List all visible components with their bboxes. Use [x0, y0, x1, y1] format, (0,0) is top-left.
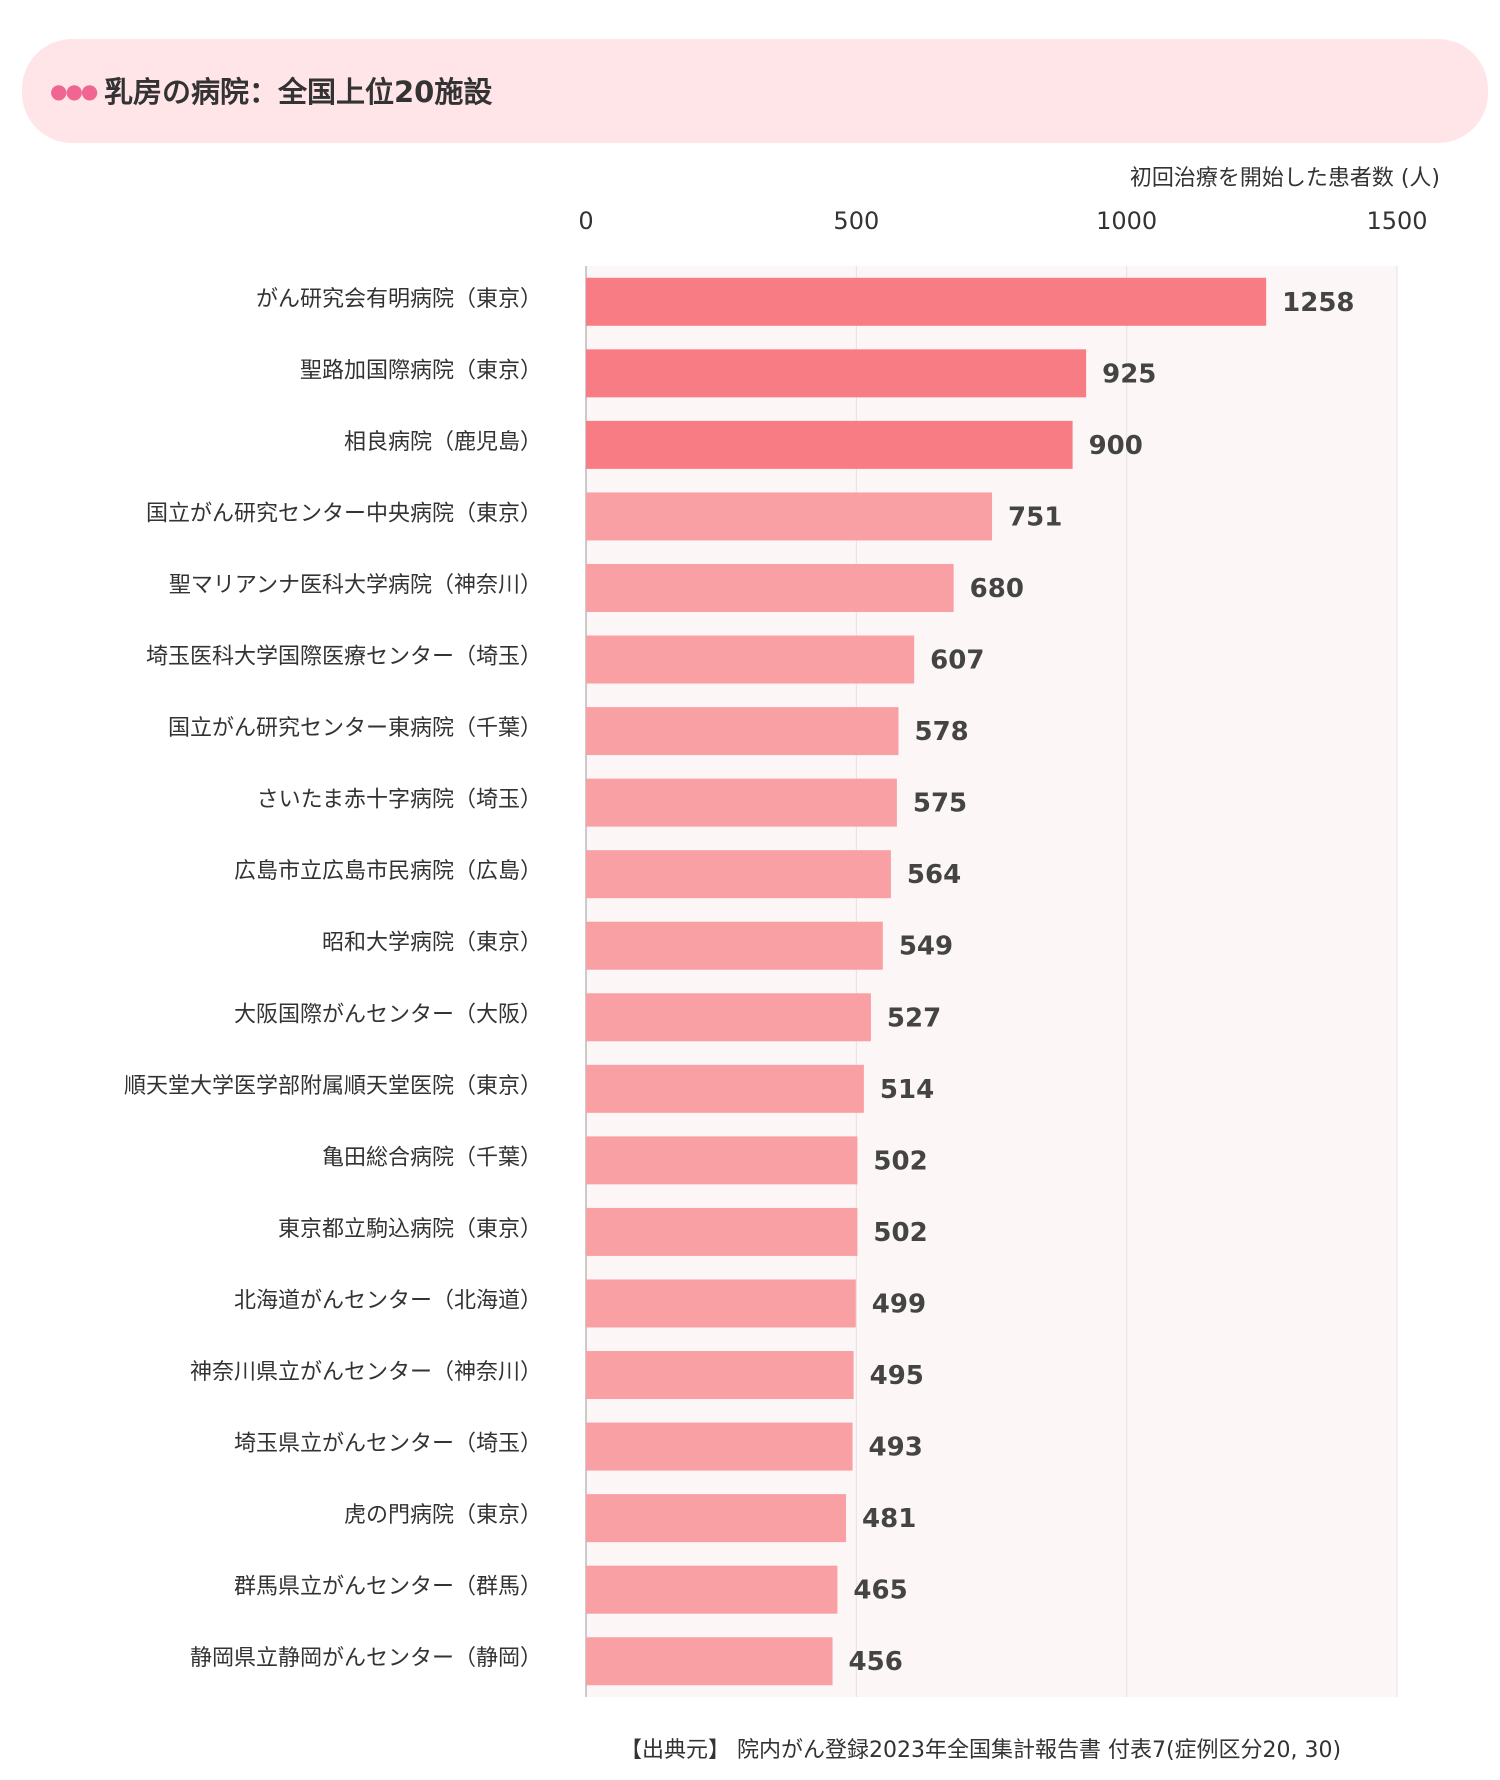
category-label: さいたま赤十字病院（埼玉）	[257, 788, 542, 813]
category-label: 大阪国際がんセンター（大阪）	[234, 1002, 542, 1027]
value-label: 680	[970, 574, 1024, 604]
value-label: 495	[870, 1361, 924, 1391]
value-label: 925	[1102, 359, 1156, 389]
value-label: 493	[869, 1433, 923, 1463]
category-label: 埼玉医科大学国際医療センター（埼玉）	[146, 645, 542, 670]
bar-chart: 0 500 1000 1500 初回治療を開始した患者数 (人) 1258 がん研究会有明病…	[124, 166, 1440, 1697]
bar	[586, 850, 891, 899]
bar	[586, 993, 871, 1042]
chart-title: 乳房の病院：全国上位20施設	[104, 75, 493, 109]
category-label: 昭和大学病院（東京）	[322, 931, 542, 956]
value-label: 502	[873, 1146, 927, 1176]
category-label: 北海道がんセンター（北海道）	[234, 1288, 542, 1313]
category-label: 国立がん研究センター東病院（千葉）	[168, 716, 542, 741]
category-label: 聖路加国際病院（東京）	[300, 358, 542, 383]
x-tick-label: 1500	[1366, 207, 1427, 235]
bar	[586, 349, 1087, 398]
bar	[586, 1494, 847, 1543]
bar	[586, 1279, 856, 1328]
value-label: 564	[907, 860, 961, 890]
bar	[586, 921, 883, 970]
x-tick-label: 1000	[1096, 207, 1157, 235]
bar	[586, 1064, 864, 1113]
category-label: 相良病院（鹿児島）	[344, 430, 542, 455]
category-label: 埼玉県立がんセンター（埼玉）	[234, 1432, 542, 1457]
value-label: 527	[887, 1003, 941, 1033]
value-label: 607	[930, 646, 984, 676]
bar	[586, 1207, 858, 1256]
value-label: 900	[1089, 431, 1143, 461]
category-label: がん研究会有明病院（東京）	[256, 287, 542, 312]
bar	[586, 1565, 838, 1614]
category-label: 群馬県立がんセンター（群馬）	[234, 1575, 542, 1600]
value-label: 751	[1008, 502, 1062, 532]
category-label: 虎の門病院（東京）	[344, 1503, 542, 1528]
bar	[586, 492, 993, 541]
value-label: 549	[899, 932, 953, 962]
value-label: 456	[849, 1647, 903, 1677]
value-label: 481	[862, 1504, 916, 1534]
dots-icon: ●●●	[50, 79, 98, 103]
value-label: 502	[873, 1218, 927, 1248]
category-label: 亀田総合病院（千葉）	[322, 1145, 542, 1170]
bar	[586, 1351, 854, 1400]
category-label: 順天堂大学医学部附属順天堂医院（東京）	[124, 1074, 542, 1099]
bar	[586, 277, 1267, 326]
value-label: 1258	[1282, 288, 1354, 318]
bar	[586, 1637, 833, 1686]
bar	[586, 420, 1073, 469]
plot-background	[586, 266, 1397, 1697]
value-label: 578	[915, 717, 969, 747]
x-tick-label: 0	[578, 207, 593, 235]
bar	[586, 635, 915, 684]
x-tick-label: 500	[833, 207, 879, 235]
value-label: 575	[913, 789, 967, 819]
category-label: 国立がん研究センター中央病院（東京）	[146, 501, 542, 526]
value-label: 465	[853, 1576, 907, 1606]
category-label: 東京都立駒込病院（東京）	[278, 1217, 542, 1242]
source-note: 【出典元】 院内がん登録2023年全国集計報告書 付表7(症例区分20, 30)	[620, 1738, 1342, 1763]
bar	[586, 1136, 858, 1185]
bar	[586, 563, 954, 612]
x-axis-label: 初回治療を開始した患者数 (人)	[1130, 166, 1440, 191]
value-label: 499	[872, 1289, 926, 1319]
title-banner: ●●● 乳房の病院：全国上位20施設	[22, 39, 1488, 143]
category-label: 聖マリアンナ医科大学病院（神奈川）	[169, 573, 542, 598]
value-label: 514	[880, 1075, 934, 1105]
category-label: 神奈川県立がんセンター（神奈川）	[190, 1360, 542, 1385]
category-label: 静岡県立静岡がんセンター（静岡）	[190, 1646, 542, 1671]
category-label: 広島市立広島市民病院（広島）	[234, 859, 542, 884]
bar	[586, 1422, 853, 1471]
bar	[586, 707, 899, 756]
bar	[586, 778, 897, 827]
